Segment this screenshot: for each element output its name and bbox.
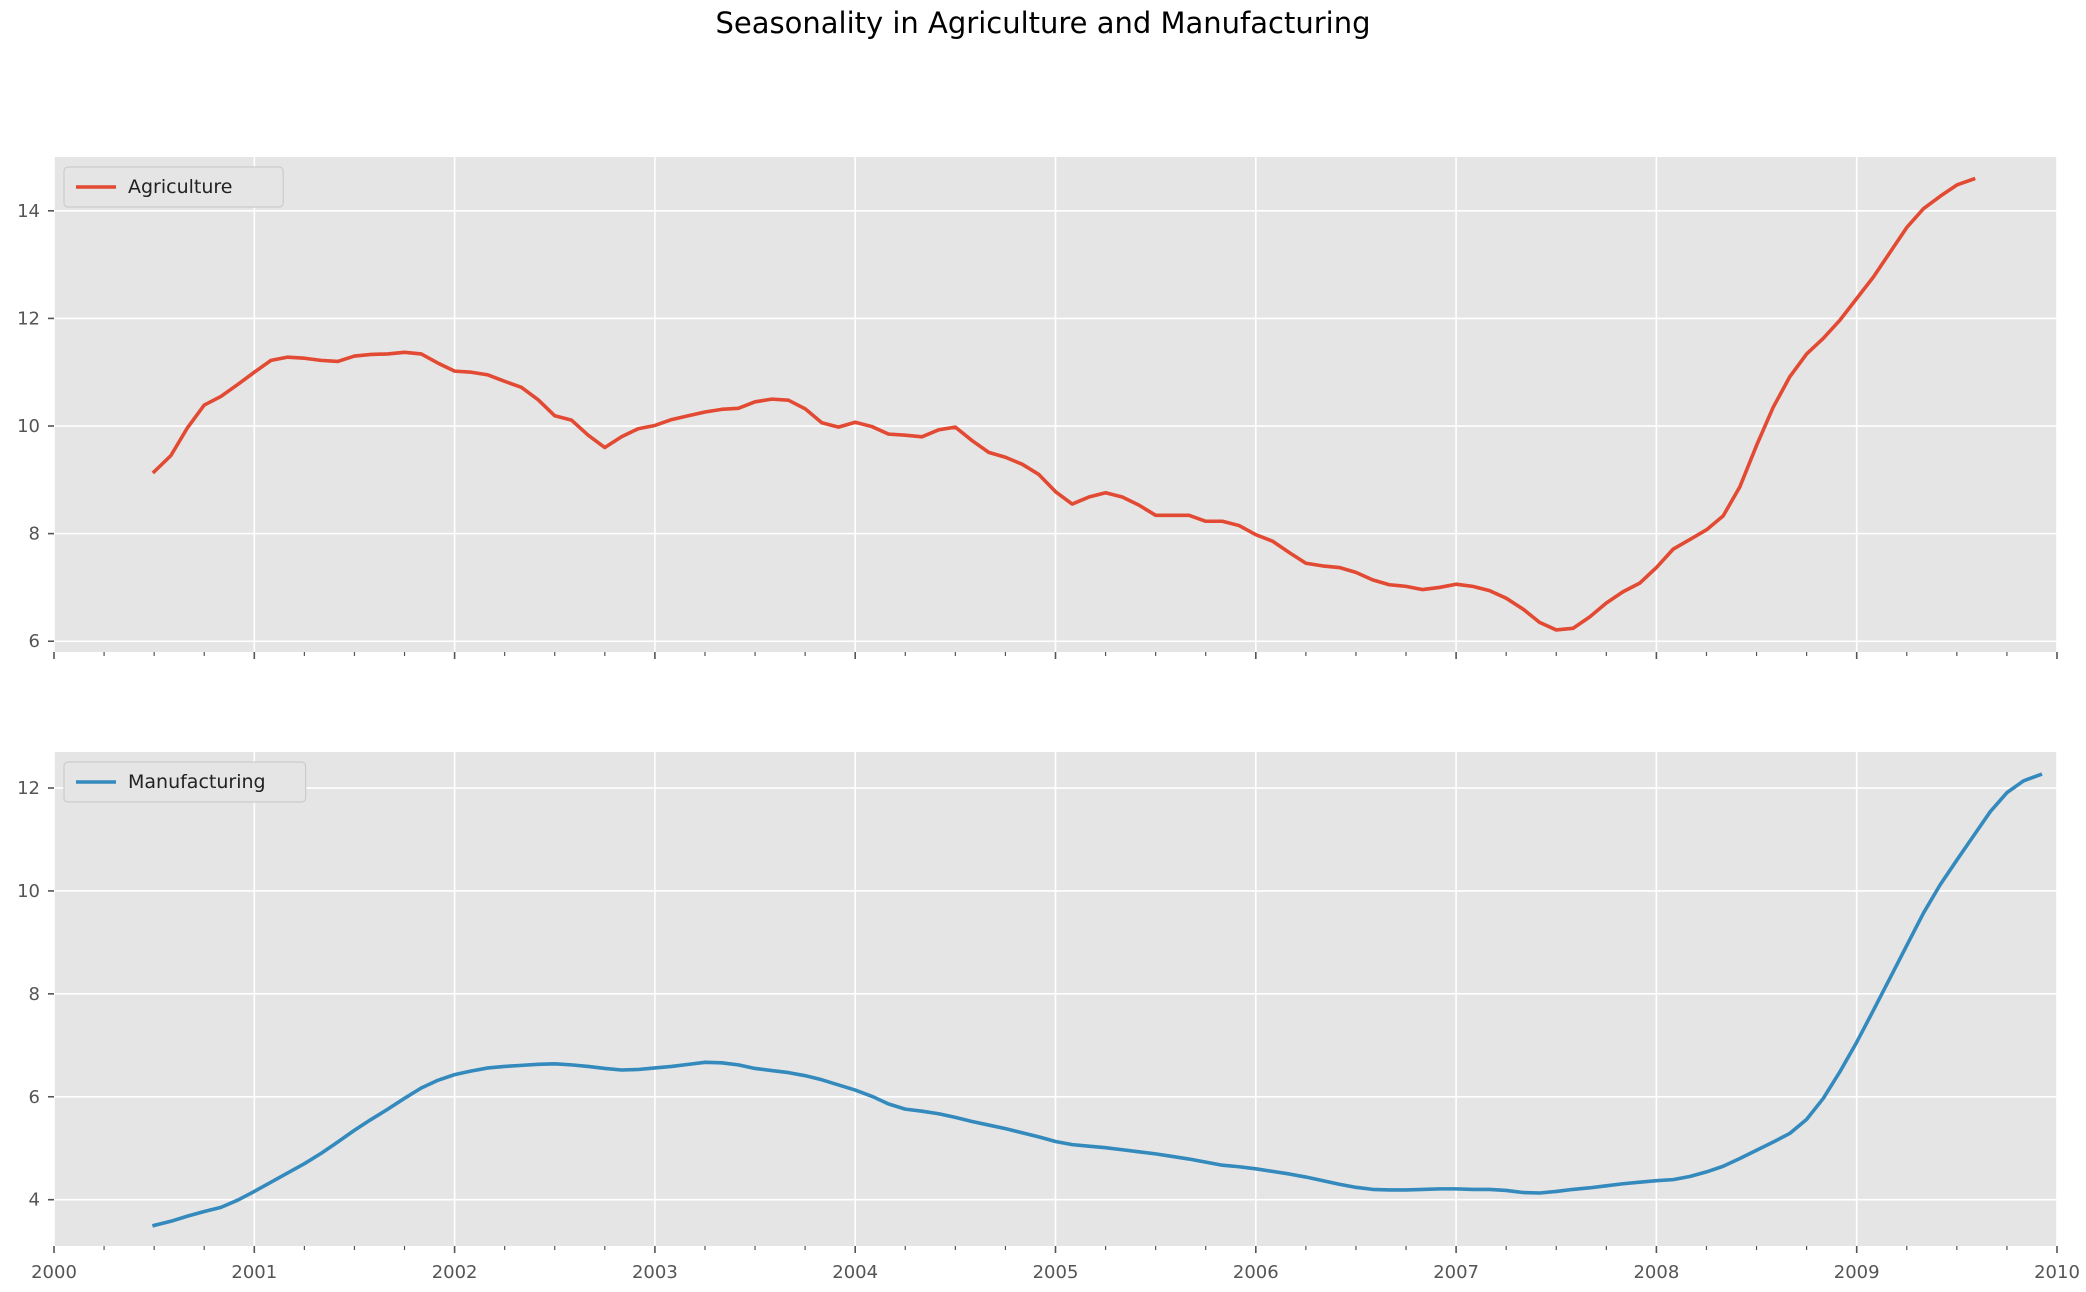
x-tick-label: 2002 <box>432 1262 478 1283</box>
x-tick-label: 2006 <box>1233 1262 1279 1283</box>
y-tick-label: 12 <box>17 778 40 799</box>
x-tick-label: 2007 <box>1433 1262 1479 1283</box>
x-tick-label: 2003 <box>632 1262 678 1283</box>
y-tick-label: 6 <box>29 631 40 652</box>
x-tick-label: 2004 <box>832 1262 878 1283</box>
series-line <box>151 176 1976 632</box>
chart-panel: 2000 2001 2002 2003 2004 2005 2006 2007 2008 2009… <box>17 752 2080 1283</box>
legend-label: Agriculture <box>128 176 233 198</box>
legend-label: Manufacturing <box>128 771 266 793</box>
x-tick-label: 2010 <box>2034 1262 2080 1283</box>
legend-box <box>63 761 307 803</box>
x-tick-label: 2001 <box>231 1262 277 1283</box>
figure-title: Seasonality in Agriculture and Manufactu… <box>715 6 1371 40</box>
x-tick-label: 2000 <box>31 1262 77 1283</box>
x-tick-label: 2009 <box>1834 1262 1880 1283</box>
series-line <box>151 772 2043 1228</box>
y-tick-label: 10 <box>17 416 40 437</box>
y-tick-label: 12 <box>17 308 40 329</box>
x-tick-label: 2008 <box>1633 1262 1679 1283</box>
y-tick-label: 8 <box>29 984 40 1005</box>
legend-box <box>63 166 284 208</box>
y-tick-label: 10 <box>17 881 40 902</box>
y-tick-label: 6 <box>29 1087 40 1108</box>
y-tick-label: 14 <box>17 201 40 222</box>
chart-panel: 6 8 10 12 14 Agriculture <box>17 157 2058 659</box>
y-tick-label: 4 <box>29 1190 40 1211</box>
x-tick-label: 2005 <box>1033 1262 1079 1283</box>
y-tick-label: 8 <box>29 524 40 545</box>
